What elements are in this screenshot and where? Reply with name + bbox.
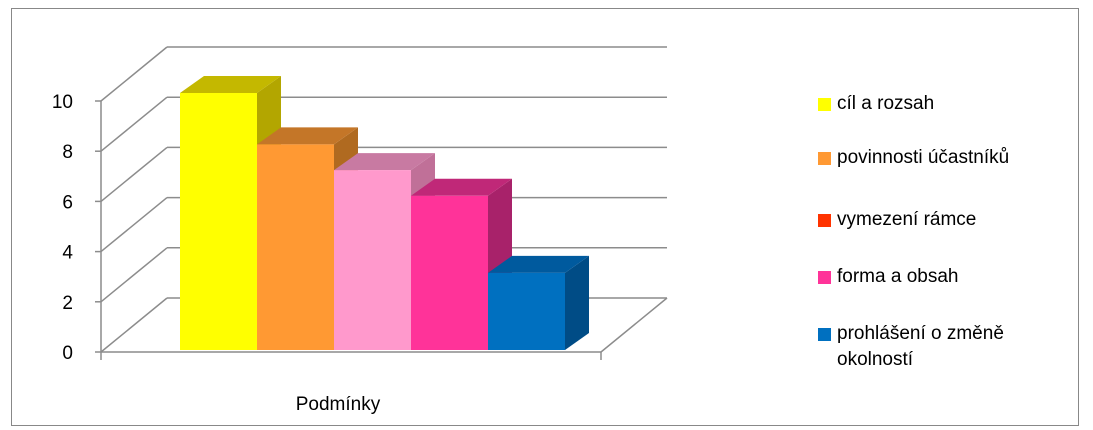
y-tick-label: 6 xyxy=(62,192,73,213)
floor-edge xyxy=(600,297,668,353)
axis-layer xyxy=(95,100,602,360)
y-tick-label: 8 xyxy=(62,142,73,163)
gridline-depth xyxy=(100,146,168,202)
y-tick-label: 4 xyxy=(62,243,73,264)
legend-swatch xyxy=(818,98,831,111)
legend-item: cíl a rozsah xyxy=(815,91,934,117)
legend-item: vymezení rámce xyxy=(815,207,976,233)
gridline-depth xyxy=(100,197,168,253)
x-category-label: Podmínky xyxy=(296,394,381,415)
chart-area: 0 2 4 6 8 10 Podmínky cíl a rozsah povinnosti ú… xyxy=(11,8,1079,426)
bar xyxy=(334,170,411,350)
y-tick-label: 0 xyxy=(62,343,73,364)
legend-item: prohlášení o změně okolností xyxy=(815,321,1037,373)
gridline-depth xyxy=(100,247,168,303)
legend-label: vymezení rámce xyxy=(837,209,977,230)
bar xyxy=(257,144,334,350)
bar xyxy=(488,272,565,350)
legend-swatch xyxy=(818,214,831,227)
legend-label: cíl a rozsah xyxy=(837,93,935,114)
y-tick-label: 2 xyxy=(62,293,73,314)
bar-top xyxy=(411,178,512,196)
legend-label: forma a obsah xyxy=(837,266,959,287)
bar-side xyxy=(565,255,589,350)
legend-swatch xyxy=(818,328,831,341)
chart-plot: 0 2 4 6 8 10 Podmínky xyxy=(52,46,668,415)
bar xyxy=(180,93,257,350)
bar-top xyxy=(488,255,589,273)
bar xyxy=(411,195,488,350)
legend-swatch xyxy=(818,271,831,284)
legend-label: prohlášení o změně okolností xyxy=(837,323,1004,370)
legend-swatch xyxy=(818,152,831,165)
bar-top xyxy=(334,153,435,171)
gridline-depth xyxy=(100,96,168,152)
gridline-depth xyxy=(100,297,168,353)
legend-label: povinnosti účastníků xyxy=(837,147,1010,168)
bar-layer xyxy=(180,76,589,351)
label-layer: 0 2 4 6 8 10 Podmínky xyxy=(52,92,381,415)
legend-item: povinnosti účastníků xyxy=(815,145,1009,171)
bar-top xyxy=(257,127,358,145)
legend-item: forma a obsah xyxy=(815,264,958,290)
gridline-depth xyxy=(100,46,168,102)
y-tick-label: 10 xyxy=(52,92,73,113)
bar-top xyxy=(180,76,281,93)
